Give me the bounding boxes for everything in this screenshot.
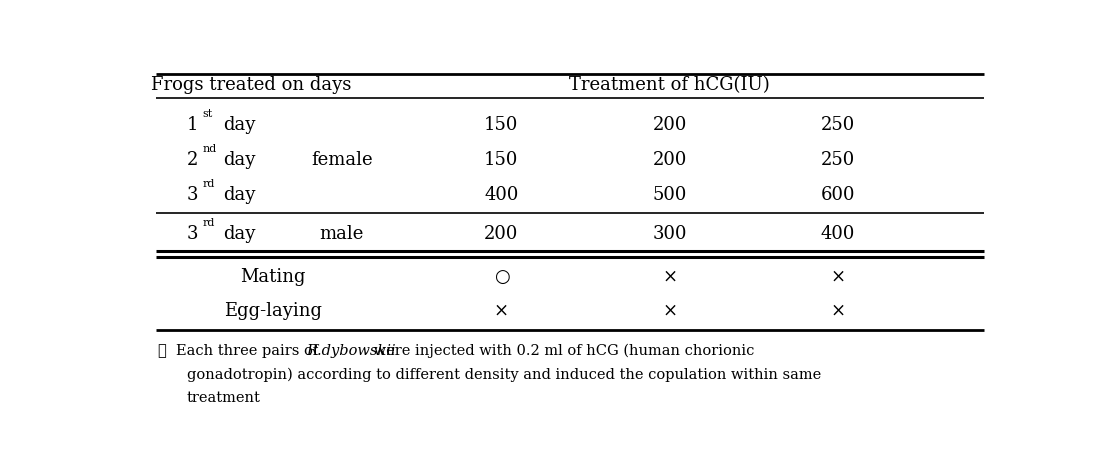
Text: gonadotropin) according to different density and induced the copulation within s: gonadotropin) according to different den… [187, 368, 820, 382]
Text: ※  Each three pairs of: ※ Each three pairs of [158, 344, 323, 358]
Text: 250: 250 [820, 151, 855, 169]
Text: 1: 1 [187, 116, 198, 134]
Text: Egg-laying: Egg-laying [224, 302, 322, 320]
Text: day: day [223, 151, 255, 169]
Text: st: st [203, 109, 213, 119]
Text: ×: × [494, 302, 509, 320]
Text: 400: 400 [820, 225, 855, 243]
Text: treatment: treatment [187, 391, 260, 405]
Text: ×: × [662, 302, 677, 320]
Text: ×: × [830, 302, 846, 320]
Text: Frogs treated on days: Frogs treated on days [151, 76, 352, 95]
Text: Treatment of hCG(IU): Treatment of hCG(IU) [569, 76, 770, 95]
Text: nd: nd [203, 144, 216, 154]
Text: 3: 3 [187, 225, 198, 243]
Text: rd: rd [203, 218, 215, 228]
Text: rd: rd [203, 179, 215, 189]
Text: 3: 3 [187, 186, 198, 204]
Text: 250: 250 [820, 116, 855, 134]
Text: 200: 200 [484, 225, 519, 243]
Text: 200: 200 [652, 151, 687, 169]
Text: R.dybowskii: R.dybowskii [306, 344, 396, 358]
Text: day: day [223, 116, 255, 134]
Text: were injected with 0.2 ml of hCG (human chorionic: were injected with 0.2 ml of hCG (human … [370, 344, 755, 358]
Text: 500: 500 [652, 186, 687, 204]
Text: 150: 150 [484, 116, 519, 134]
Text: male: male [319, 225, 364, 243]
Text: 2: 2 [187, 151, 198, 169]
Text: 600: 600 [820, 186, 855, 204]
Text: 150: 150 [484, 151, 519, 169]
Text: female: female [311, 151, 373, 169]
Text: 300: 300 [652, 225, 687, 243]
Text: ×: × [830, 268, 846, 286]
Text: ×: × [662, 268, 677, 286]
Text: 200: 200 [652, 116, 687, 134]
Text: day: day [223, 186, 255, 204]
Text: Mating: Mating [240, 268, 306, 286]
Text: 400: 400 [484, 186, 519, 204]
Text: day: day [223, 225, 255, 243]
Text: ○: ○ [493, 268, 510, 286]
